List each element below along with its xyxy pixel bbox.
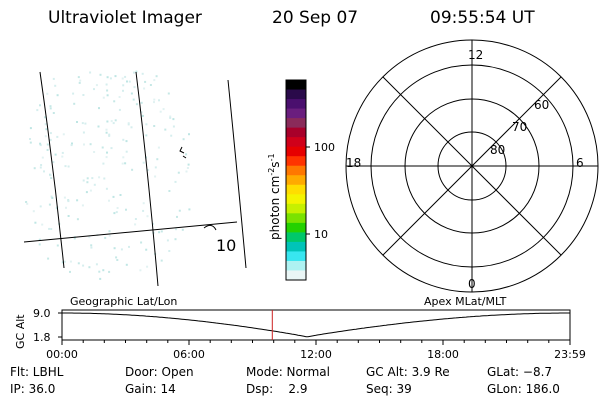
orbit-altitude-panel [58, 309, 571, 345]
coastline-fragment [179, 146, 187, 159]
colorbar-segment [286, 213, 306, 224]
orbit-ytick-label-bottom: 1.8 [33, 331, 51, 344]
time-tick-label-2359: 23:59 [554, 348, 586, 361]
orbit-ytick-label-top: 9.0 [33, 307, 51, 320]
time-axis-ticks [61, 340, 571, 345]
sequence-status: Seq: 39 [366, 382, 412, 396]
instrument-title: Ultraviolet Imager [48, 8, 202, 28]
mlt-label-0: 0 [468, 277, 476, 291]
time-tick-label-0000: 00:00 [46, 348, 78, 361]
colorbar-segment [286, 156, 306, 167]
colorbar-segment [286, 137, 306, 148]
colorbar-tick-label-100: 100 [314, 141, 335, 154]
mlt-label-6: 6 [576, 156, 584, 170]
polar-mlt-plot [345, 39, 599, 293]
colorbar-segment [286, 146, 306, 157]
time-tick-label-1800: 18:00 [427, 348, 459, 361]
meridian-line-1 [39, 71, 65, 269]
colorbar-segment [286, 175, 306, 186]
colorbar-segment [286, 89, 306, 100]
ip-status: IP: 36.0 [10, 382, 56, 396]
meridian-line-3 [227, 79, 247, 269]
colorbar-segment [286, 184, 306, 195]
colorbar-segment [286, 127, 306, 138]
dsp-status: Dsp: 2.9 [246, 382, 308, 396]
colorbar-segment [286, 251, 306, 262]
mlat-label-70: 70 [512, 120, 527, 134]
colorbar-segment [286, 260, 306, 272]
mlat-label-60: 60 [534, 98, 549, 112]
meridian-line-2 [135, 71, 159, 287]
mlat-label-80: 80 [490, 143, 505, 157]
mlt-label-18: 18 [346, 156, 361, 170]
door-status: Door: Open [125, 365, 194, 379]
colorbar-segment [286, 241, 306, 253]
mode-status: Mode: Normal [246, 365, 330, 379]
orbit-left-title: Geographic Lat/Lon [70, 295, 177, 308]
colorbar-segment [286, 99, 306, 110]
colorbar-tick-label-10: 10 [314, 228, 328, 241]
colorbar-segment [286, 222, 306, 233]
observation-date: 20 Sep 07 [272, 8, 359, 28]
latitude-line [23, 221, 238, 243]
orbit-ylabel: GC Alt [14, 314, 27, 349]
colorbar-segment [286, 203, 306, 214]
time-tick-label-1200: 12:00 [300, 348, 332, 361]
gain-status: Gain: 14 [125, 382, 176, 396]
orbit-right-title: Apex MLat/MLT [424, 295, 507, 308]
auroral-emission-speckle [25, 70, 191, 280]
colorbar-frame [285, 79, 307, 281]
mlt-label-12: 12 [468, 48, 483, 62]
orbit-altitude-curve [62, 312, 570, 338]
colorbar-segment [286, 232, 306, 243]
colorbar-unit-label: photon cm-2s-1 [267, 153, 282, 240]
colorbar-segment [286, 165, 306, 176]
geographic-latitude-status: GLat: −8.7 [487, 365, 553, 379]
geographic-image-panel [23, 70, 247, 287]
longitude-label: 10 [216, 236, 236, 255]
colorbar-segment [286, 270, 306, 281]
coastline-fragment-2 [203, 224, 217, 231]
colorbar-segment [286, 108, 306, 119]
colorbar-segment [286, 80, 306, 91]
colorbar-segment [286, 118, 306, 129]
colorbar [286, 80, 306, 281]
colorbar-segment [286, 194, 306, 205]
polar-diagonal-2 [382, 76, 562, 256]
geographic-longitude-status: GLon: 186.0 [487, 382, 560, 396]
time-tick-label-0600: 06:00 [173, 348, 205, 361]
filter-status: Flt: LBHL [10, 365, 64, 379]
gc-altitude-status: GC Alt: 3.9 Re [366, 365, 450, 379]
observation-time: 09:55:54 UT [430, 8, 535, 28]
